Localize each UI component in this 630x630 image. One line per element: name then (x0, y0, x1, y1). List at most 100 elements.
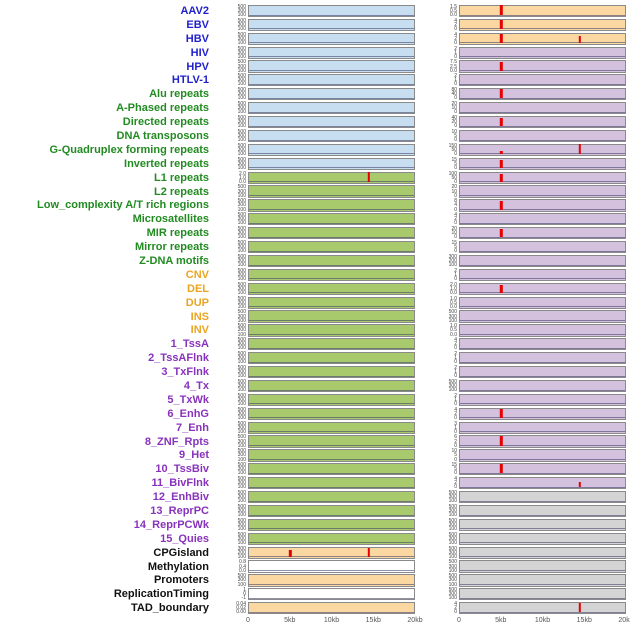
y-tick-label: 2 (454, 267, 457, 274)
y-tick-label: 0 (454, 164, 457, 171)
y-tick-label: 500 (237, 101, 246, 108)
track-row: Methylation 0.8 0.4 0.0 500 300 100 (2, 560, 630, 574)
track-label: MIR repeats (146, 227, 209, 240)
y-tick-label: 0 (454, 400, 457, 407)
track-row: INS 500 300 100 500 300 100 (2, 310, 630, 324)
y-tick-label: 10 (451, 105, 457, 112)
right-panel (459, 435, 626, 448)
right-panel (459, 560, 626, 573)
track-label: DUP (185, 296, 209, 309)
right-panel (459, 393, 626, 406)
y-tick-label: 50 (451, 174, 457, 181)
left-ticks: 500 300 100 (214, 18, 248, 31)
y-tick-label: 0.4 (239, 563, 246, 570)
left-panel (248, 213, 415, 226)
track-label: G-Quadruplex forming repeats (49, 143, 209, 156)
left-ticks: 500 300 100 (214, 74, 248, 87)
y-tick-label: 100 (237, 387, 246, 394)
left-ticks: 500 300 100 (214, 392, 248, 406)
right-panel (459, 504, 626, 518)
y-tick-label: 5 (454, 244, 457, 251)
y-tick-label: 500 (237, 392, 246, 399)
y-tick-label: 150 (448, 142, 457, 149)
y-tick-label: 0 (454, 470, 457, 477)
y-tick-label: 500 (237, 365, 246, 371)
right-ticks: 500 300 100 (415, 504, 459, 517)
y-tick-label: 100 (237, 359, 246, 366)
left-ticks: 500 300 100 (214, 435, 248, 448)
left-ticks: 500 300 100 (214, 227, 248, 240)
right-ticks: 20 10 0 (415, 227, 459, 241)
x-tick-label: 15kb (576, 617, 592, 625)
track-row: Mirror repeats 500 300 100 15 5 0 (2, 240, 630, 254)
y-tick-label: 300 (237, 257, 246, 264)
y-tick-label: 100 (237, 498, 246, 505)
right-panel (459, 46, 626, 59)
left-ticks: 500 300 100 (214, 268, 248, 281)
y-tick-label: 300 (237, 410, 246, 417)
x-tick-label: 10kb (534, 617, 551, 625)
y-tick-label: 100 (237, 123, 246, 130)
left-ticks: 500 300 100 (214, 157, 248, 170)
track-label: HTLV-1 (171, 74, 209, 87)
y-tick-label: 500 (237, 212, 246, 219)
y-tick-label: 6 (454, 434, 457, 441)
track-row: Inverted repeats 500 300 100 15 5 0 (2, 157, 630, 171)
y-tick-label: 2 (454, 605, 457, 612)
signal-spike (578, 481, 581, 488)
right-panel (459, 199, 626, 212)
y-tick-label: 10 (451, 128, 457, 135)
y-tick-label: 200 (237, 549, 246, 556)
signal-spike (500, 173, 503, 182)
y-tick-label: 0 (454, 206, 457, 213)
y-tick-label: 300 (448, 253, 457, 260)
x-axis-left: 0 5kb 10kb 15kb 20kb (246, 615, 423, 629)
y-tick-label: 300 (237, 146, 246, 153)
left-ticks: 500 300 100 (214, 379, 248, 394)
left-ticks: 500 300 100 (214, 115, 248, 130)
track-label: A-Phased repeats (116, 102, 209, 115)
y-tick-label: 0 (454, 192, 457, 199)
track-row: 15_Quies 500 300 100 500 300 100 (2, 532, 630, 546)
y-tick-label: 0.02 (236, 605, 246, 612)
left-panel (248, 504, 415, 518)
y-tick-label: 100 (237, 331, 246, 338)
left-panel (248, 602, 415, 615)
y-tick-label: 0 (454, 53, 457, 60)
left-ticks: 500 300 100 (214, 4, 248, 17)
y-tick-label: 100 (237, 39, 246, 46)
y-tick-label: 300 (237, 230, 246, 237)
left-ticks: 500 300 100 (214, 199, 248, 212)
left-panel (248, 32, 415, 45)
right-ticks: 500 300 100 (415, 560, 459, 573)
right-ticks: 500 300 100 (415, 588, 459, 601)
left-ticks: 500 300 100 (214, 477, 248, 490)
y-tick-label: 300 (237, 508, 246, 514)
y-tick-label: 100 (237, 456, 246, 463)
left-ticks: 500 300 100 (214, 338, 248, 351)
y-tick-label: 500 (237, 323, 246, 330)
track-row: 13_ReprPC 500 300 100 500 300 100 (2, 504, 630, 518)
y-tick-label: 300 (237, 396, 246, 403)
y-tick-label: 500 (237, 490, 246, 497)
y-tick-label: 1.0 (450, 295, 457, 302)
y-tick-label: 0 (454, 109, 457, 116)
y-tick-label: 0 (454, 234, 457, 241)
right-panel (459, 32, 626, 45)
right-ticks: 7.5 2.5 0.0 (415, 60, 459, 73)
y-tick-label: 300 (237, 49, 246, 56)
left-ticks: 500 300 100 (214, 240, 248, 253)
y-tick-label: 500 (237, 503, 246, 510)
left-panel (248, 4, 415, 18)
track-row: 4_Tx 500 300 100 500 300 100 (2, 379, 630, 393)
signal-spike (500, 284, 503, 293)
left-panel (248, 574, 415, 587)
y-tick-label: 500 (237, 142, 246, 149)
y-tick-label: 80 (451, 87, 457, 94)
left-ticks: 500 300 100 (214, 365, 248, 379)
right-ticks: 15 5 0 (415, 463, 459, 477)
y-tick-label: 0 (454, 359, 457, 366)
y-tick-label: 5 (454, 132, 457, 139)
